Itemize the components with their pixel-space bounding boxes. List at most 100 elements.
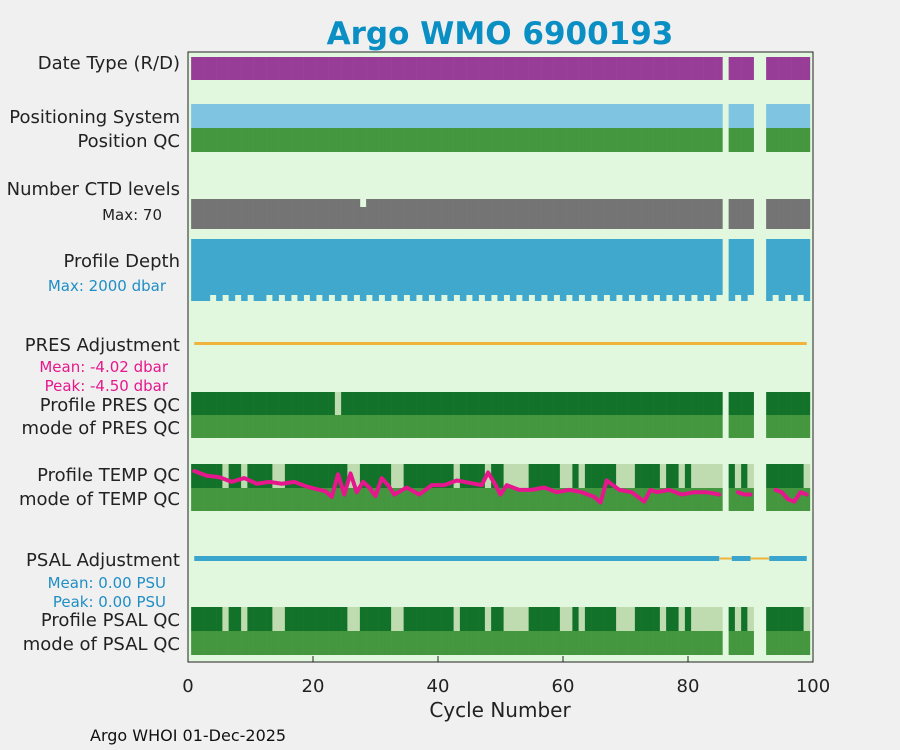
mode-temp-qc-cell (697, 488, 704, 511)
ctd-levels-cell (541, 199, 548, 229)
mode-pres-qc-cell (591, 415, 598, 438)
profile-depth-cell (353, 239, 361, 295)
profile-temp-qc-cell (784, 464, 792, 488)
profile-depth-cell (378, 239, 386, 295)
mode-pres-qc-cell (703, 415, 711, 438)
date-type-cell (228, 57, 236, 80)
date-type-cell (366, 57, 373, 80)
profile-depth-cell (534, 239, 542, 301)
positioning-cell (609, 104, 617, 128)
date-type-cell (609, 57, 617, 80)
profile-psal-qc-cell (309, 607, 317, 631)
profile-depth-cell (703, 239, 711, 295)
mode-pres-qc-cell (234, 415, 242, 438)
profile-psal-qc-cell (291, 607, 298, 631)
mode-psal-qc-cell (466, 631, 473, 655)
mode-pres-qc-cell (409, 415, 417, 438)
ctd-levels-cell (222, 199, 229, 229)
profile-psal-qc-cell (553, 607, 561, 631)
position-qc-cell (391, 128, 398, 152)
mode-temp-qc-cell (284, 488, 292, 511)
mode-pres-qc-cell (353, 415, 361, 438)
profile-depth-cell (359, 239, 367, 301)
mode-psal-qc-cell (353, 631, 361, 655)
positioning-cell (197, 104, 204, 128)
position-qc-cell (272, 128, 279, 152)
mode-psal-qc-cell (366, 631, 373, 655)
date-type-cell (191, 57, 198, 80)
position-qc-cell (478, 128, 486, 152)
mode-psal-qc-cell (566, 631, 573, 655)
position-qc-cell (641, 128, 648, 152)
date-type-cell (403, 57, 411, 80)
mode-psal-qc-cell (403, 631, 411, 655)
profile-pres-qc-cell (216, 392, 223, 415)
date-type-cell (416, 57, 423, 80)
mode-pres-qc-cell (509, 415, 517, 438)
position-qc-cell (241, 128, 248, 152)
profile-pres-qc-cell (772, 392, 779, 415)
date-type-cell (778, 57, 786, 80)
mode-pres-qc-cell (566, 415, 573, 438)
ctd-levels-cell (684, 199, 692, 229)
profile-temp-qc-cell (272, 464, 279, 488)
profile-pres-qc-cell (684, 392, 692, 415)
mode-temp-qc-cell (716, 488, 723, 511)
mode-pres-qc-cell (772, 415, 779, 438)
profile-temp-qc-cell (247, 464, 254, 488)
date-type-cell (272, 57, 279, 80)
profile-temp-qc-cell (778, 464, 786, 488)
positioning-cell (472, 104, 479, 128)
profile-pres-qc-cell (559, 392, 567, 415)
mode-temp-qc-cell (553, 488, 561, 511)
profile-pres-qc-cell (434, 392, 442, 415)
profile-pres-qc-cell (191, 392, 198, 415)
ctd-levels-cell (416, 199, 423, 229)
mode-temp-qc-cell (334, 488, 342, 511)
ctd-levels-cell (272, 199, 279, 229)
profile-temp-qc-cell (197, 464, 204, 488)
profile-psal-qc-cell (359, 607, 367, 631)
mode-psal-qc-cell (291, 631, 298, 655)
date-type-cell (422, 57, 429, 80)
profile-psal-qc-cell (691, 607, 698, 631)
profile-temp-qc-cell (641, 464, 648, 488)
positioning-cell (234, 104, 242, 128)
profile-pres-qc-cell (353, 392, 361, 415)
profile-temp-qc-cell (791, 464, 798, 488)
profile-pres-qc-cell (616, 392, 623, 415)
mode-temp-qc-cell (453, 488, 461, 511)
profile-psal-qc-cell (197, 607, 204, 631)
profile-temp-qc-cell (797, 464, 804, 488)
mode-psal-qc-cell (259, 631, 267, 655)
ctd-levels-cell (791, 199, 798, 229)
profile-psal-qc-cell (684, 607, 692, 631)
position-qc-cell (653, 128, 661, 152)
position-qc-cell (466, 128, 473, 152)
profile-depth-cell (428, 239, 436, 295)
mode-temp-qc-cell (547, 488, 554, 511)
mode-psal-qc-cell (397, 631, 404, 655)
ctd-levels-cell (228, 199, 236, 229)
position-qc-cell (791, 128, 798, 152)
positioning-cell (484, 104, 492, 128)
profile-pres-qc-cell (447, 392, 454, 415)
mode-psal-qc-cell (516, 631, 523, 655)
profile-temp-qc-cell (278, 464, 286, 488)
mode-pres-qc-cell (622, 415, 629, 438)
mode-psal-qc-cell (297, 631, 304, 655)
profile-depth-cell (516, 239, 523, 295)
positioning-cell (347, 104, 354, 128)
mode-psal-qc-cell (359, 631, 367, 655)
mode-temp-qc-cell (678, 488, 686, 511)
profile-depth-cell (447, 239, 454, 301)
date-type-cell (478, 57, 486, 80)
positioning-cell (784, 104, 792, 128)
profile-psal-qc-cell (478, 607, 486, 631)
profile-pres-qc-cell (628, 392, 636, 415)
mode-temp-qc-cell (247, 488, 254, 511)
ctd-levels-cell (572, 199, 579, 229)
profile-psal-qc-cell (222, 607, 229, 631)
positioning-cell (559, 104, 567, 128)
mode-psal-qc-cell (472, 631, 479, 655)
